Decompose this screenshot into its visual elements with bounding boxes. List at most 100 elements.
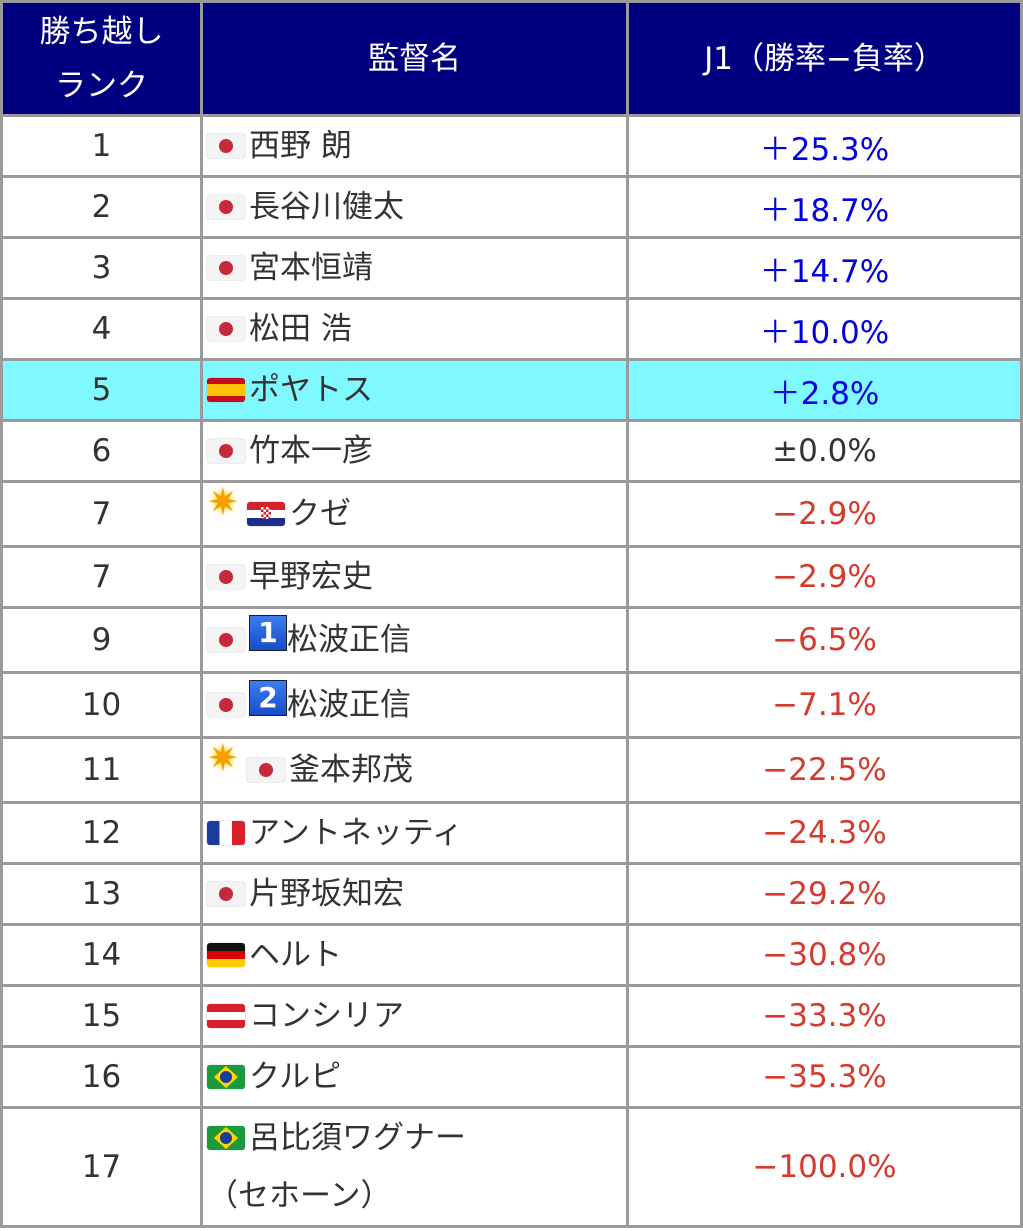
table-row: 15 コンシリア −33.3% — [0, 984, 1023, 1048]
value-cell: −33.3% — [626, 984, 1023, 1048]
rank-cell: 16 — [0, 1045, 203, 1109]
manager-name: 片野坂知宏 — [249, 876, 404, 912]
header-rank: 勝ち越し ランク — [0, 0, 203, 117]
rank-cell: 11 — [0, 736, 203, 804]
table-row: 14 ヘルト −30.8% — [0, 923, 1023, 987]
name-cell: 松田 浩 — [200, 297, 629, 361]
japan-flag-icon — [207, 693, 245, 717]
manager-name: 西野 朗 — [249, 128, 352, 164]
manager-name: クルピ — [249, 1059, 342, 1095]
rank-cell: 12 — [0, 801, 203, 865]
value-cell: ＋18.7% — [626, 175, 1023, 239]
name-cell: 早野宏史 — [200, 545, 629, 609]
sparkle-icon: ✷ — [207, 480, 239, 524]
number-1-badge-icon: 1 — [249, 615, 287, 651]
table-row: 10 2 松波正信 −7.1% — [0, 671, 1023, 739]
name-cell: ポヤトス — [200, 358, 629, 422]
header-rank-line2: ランク — [55, 67, 148, 104]
number-2-badge-icon: 2 — [249, 680, 287, 716]
value-cell: ＋14.7% — [626, 236, 1023, 300]
rank-cell: 4 — [0, 297, 203, 361]
austria-flag-icon — [207, 1004, 245, 1028]
value-cell: −2.9% — [626, 545, 1023, 609]
germany-flag-icon — [207, 943, 245, 967]
rank-cell: 2 — [0, 175, 203, 239]
japan-flag-icon — [207, 195, 245, 219]
header-row: 勝ち越し ランク 監督名 J1（勝率−負率） — [0, 0, 1023, 117]
table-row: 2 長谷川健太 ＋18.7% — [0, 175, 1023, 239]
manager-name: 宮本恒靖 — [249, 250, 373, 286]
name-cell: 2 松波正信 — [200, 671, 629, 739]
value-cell: −35.3% — [626, 1045, 1023, 1109]
france-flag-icon — [207, 821, 245, 845]
manager-name: クゼ — [289, 496, 351, 532]
name-cell: ✷ クゼ — [200, 480, 629, 548]
value-cell: −22.5% — [626, 736, 1023, 804]
table-row: 11 ✷ 釜本邦茂 −22.5% — [0, 736, 1023, 804]
table-row: 3 宮本恒靖 ＋14.7% — [0, 236, 1023, 300]
name-cell: 1 松波正信 — [200, 606, 629, 674]
croatia-flag-icon — [247, 502, 285, 526]
japan-flag-icon — [207, 439, 245, 463]
manager-name: 竹本一彦 — [249, 433, 373, 469]
name-cell: アントネッティ — [200, 801, 629, 865]
name-cell: ✷ 釜本邦茂 — [200, 736, 629, 804]
value-cell: −29.2% — [626, 862, 1023, 926]
japan-flag-icon — [247, 758, 285, 782]
header-rank-line1: 勝ち越し — [39, 13, 164, 50]
table-row: 7 早野宏史 −2.9% — [0, 545, 1023, 609]
table-row: 5 ポヤトス ＋2.8% — [0, 358, 1023, 422]
manager-name: ポヤトス — [249, 372, 373, 408]
japan-flag-icon — [207, 134, 245, 158]
manager-name: コンシリア — [249, 998, 404, 1034]
name-cell: 西野 朗 — [200, 114, 629, 178]
manager-name: 松波正信 — [287, 622, 411, 658]
value-cell: −7.1% — [626, 671, 1023, 739]
rank-cell: 14 — [0, 923, 203, 987]
manager-name: 松田 浩 — [249, 311, 352, 347]
rank-cell: 3 — [0, 236, 203, 300]
name-cell: 長谷川健太 — [200, 175, 629, 239]
value-cell: ±0.0% — [626, 419, 1023, 483]
value-cell: −2.9% — [626, 480, 1023, 548]
table-row: 6 竹本一彦 ±0.0% — [0, 419, 1023, 483]
rank-cell: 9 — [0, 606, 203, 674]
manager-name: 早野宏史 — [249, 559, 373, 595]
japan-flag-icon — [207, 256, 245, 280]
brazil-flag-icon — [207, 1126, 245, 1150]
rank-cell: 13 — [0, 862, 203, 926]
name-cell: コンシリア — [200, 984, 629, 1048]
name-cell: 呂比須ワグナー （セホーン） — [200, 1106, 629, 1228]
japan-flag-icon — [207, 317, 245, 341]
rank-cell: 17 — [0, 1106, 203, 1228]
table-row: 17 呂比須ワグナー （セホーン） −100.0% — [0, 1106, 1023, 1228]
manager-name: ヘルト — [249, 937, 342, 973]
rank-cell: 6 — [0, 419, 203, 483]
manager-name: 松波正信 — [287, 687, 411, 723]
japan-flag-icon — [207, 565, 245, 589]
rank-cell: 15 — [0, 984, 203, 1048]
japan-flag-icon — [207, 628, 245, 652]
sparkle-icon: ✷ — [207, 736, 239, 780]
value-cell: −30.8% — [626, 923, 1023, 987]
table-body: 1 西野 朗 ＋25.3% 2 長谷川健太 ＋18.7% 3 宮本恒靖 ＋14.7%… — [0, 114, 1023, 1228]
name-cell: ヘルト — [200, 923, 629, 987]
manager-name: 釜本邦茂 — [289, 752, 413, 788]
manager-name: アントネッティ — [249, 815, 463, 851]
table-row: 16 クルピ −35.3% — [0, 1045, 1023, 1109]
header-name: 監督名 — [200, 0, 629, 117]
rank-cell: 10 — [0, 671, 203, 739]
value-cell: −24.3% — [626, 801, 1023, 865]
name-cell: クルピ — [200, 1045, 629, 1109]
value-cell: ＋2.8% — [626, 358, 1023, 422]
manager-name: 呂比須ワグナー — [249, 1120, 466, 1156]
rank-cell: 1 — [0, 114, 203, 178]
manager-name: 長谷川健太 — [249, 189, 404, 225]
rank-cell: 7 — [0, 480, 203, 548]
table-row: 1 西野 朗 ＋25.3% — [0, 114, 1023, 178]
table-row: 7 ✷ クゼ −2.9% — [0, 480, 1023, 548]
table-row: 12 アントネッティ −24.3% — [0, 801, 1023, 865]
manager-name-line2: （セホーン） — [207, 1178, 392, 1214]
value-cell: −100.0% — [626, 1106, 1023, 1228]
